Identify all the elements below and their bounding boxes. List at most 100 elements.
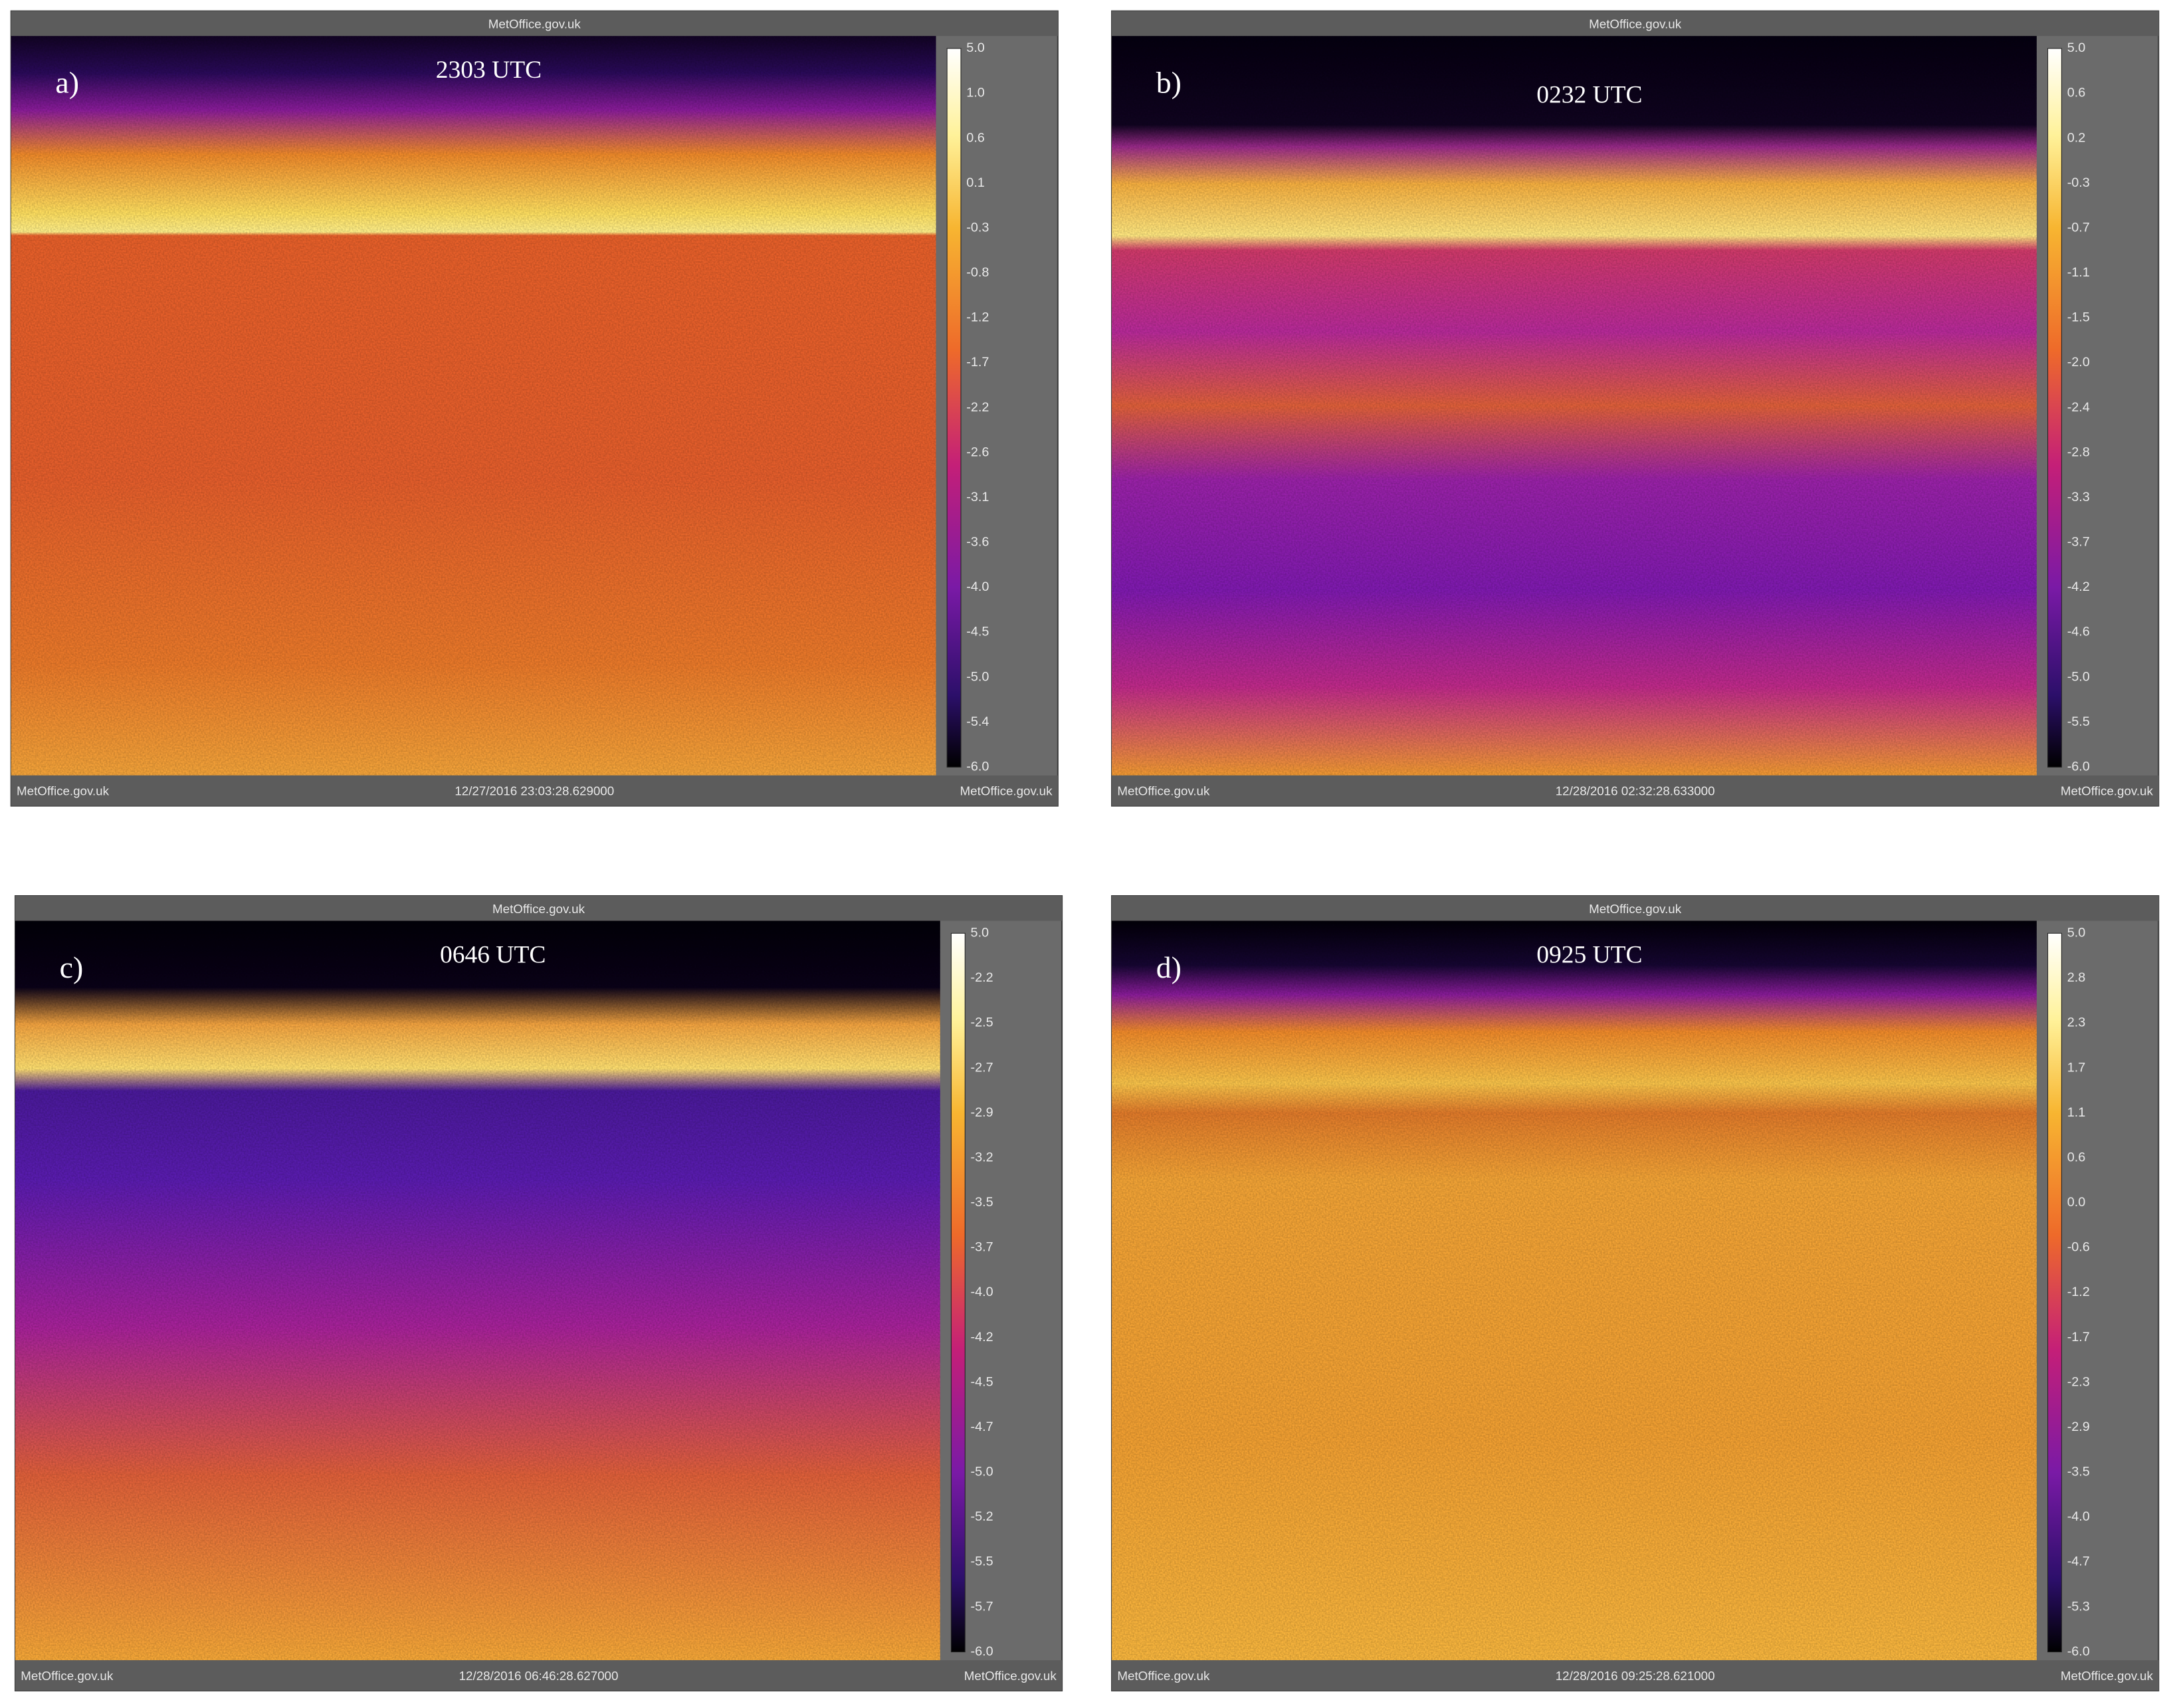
header-bar [15,896,1063,921]
colorbar-tick-label: -1.5 [2067,310,2090,325]
colorbar-tick-label: -3.7 [971,1240,993,1255]
colorbar-tick-label: -2.6 [966,445,989,459]
colorbar-tick-label: -2.9 [971,1105,993,1120]
colorbar [2047,932,2062,1653]
colorbar-tick-label: 0.6 [2067,86,2086,100]
colorbar-tick-label: -4.5 [966,625,989,639]
time-label: 2303 UTC [436,56,542,84]
colorbar-tick-label: -3.3 [2067,490,2090,504]
colorbar-tick-label: -1.2 [2067,1285,2090,1299]
colorbar-tick-label: -1.2 [966,310,989,325]
colorbar-tick-label: -4.5 [971,1374,993,1389]
colorbar-tick-label: -2.5 [971,1015,993,1030]
colorbar-tick-label: -3.6 [966,535,989,550]
time-label: 0232 UTC [1536,81,1642,108]
colorbar-tick-label: -5.0 [966,669,989,684]
thermal-panel: MetOffice.gov.uk d) 0925 UTC 5.0 2.8 2.3 1.7 1.… [1111,895,2160,1691]
colorbar-tick-label: -1.7 [2067,1330,2090,1344]
colorbar-tick-label: -5.0 [971,1465,993,1479]
footer-right: MetOffice.gov.uk [964,1669,1057,1683]
colorbar-tick-label: 0.6 [2067,1150,2086,1164]
time-label: 0925 UTC [1536,941,1642,968]
header-text: MetOffice.gov.uk [488,17,581,31]
colorbar-tick-label: -6.0 [2067,759,2090,774]
colorbar-tick-label: -5.5 [2067,714,2090,729]
header-bar [1112,11,2159,37]
footer-bar [15,1660,1063,1691]
colorbar-tick-label: -3.5 [971,1195,993,1210]
colorbar-tick-label: 1.0 [966,86,984,100]
colorbar-tick-label: -1.7 [966,355,989,370]
colorbar-tick-label: 1.1 [2067,1105,2086,1120]
colorbar-tick-label: -0.7 [2067,220,2090,235]
colorbar-tick-label: 0.2 [2067,130,2086,145]
footer-right: MetOffice.gov.uk [2061,1669,2154,1683]
image-noise [1112,36,2037,776]
colorbar-tick-label: -5.5 [971,1554,993,1569]
colorbar-tick-label: -4.6 [2067,625,2090,639]
header-text: MetOffice.gov.uk [492,902,585,916]
colorbar-tick-label: -2.3 [2067,1374,2090,1389]
panel-label: c) [60,950,84,984]
colorbar-tick-label: -5.2 [971,1509,993,1524]
colorbar-tick-label: -4.0 [971,1285,993,1299]
colorbar-tick-label: -3.7 [2067,535,2090,550]
colorbar [950,932,966,1653]
colorbar-tick-label: -2.9 [2067,1420,2090,1434]
colorbar-tick-label: -1.1 [2067,265,2090,280]
image-noise [15,920,940,1661]
colorbar-tick-label: 2.8 [2067,970,2086,985]
colorbar-tick-label: -4.7 [2067,1554,2090,1569]
panel-label: a) [55,66,79,100]
colorbar-tick-label: -5.7 [971,1599,993,1614]
image-noise [1112,920,2037,1661]
colorbar-tick-label: -6.0 [971,1644,993,1659]
panel-label: b) [1156,66,1182,100]
colorbar-tick-label: -0.3 [966,220,989,235]
colorbar-tick-label: -4.2 [971,1330,993,1344]
thermal-panel: MetOffice.gov.uk a) 2303 UTC 5.0 1.0 0.6 0.1 -0… [10,10,1059,807]
colorbar-tick-label: -4.0 [2067,1509,2090,1524]
colorbar-tick-label: 0.1 [966,175,984,190]
footer-left: MetOffice.gov.uk [1117,784,1210,798]
header-text: MetOffice.gov.uk [1589,902,1682,916]
footer-bar [1112,1660,2159,1691]
header-text: MetOffice.gov.uk [1589,17,1682,31]
footer-bar [11,775,1058,806]
colorbar-tick-label: -3.5 [2067,1465,2090,1479]
header-bar [1112,896,2159,921]
colorbar-tick-label: -2.8 [2067,445,2090,459]
colorbar-tick-label: -3.1 [966,490,989,504]
colorbar [2047,48,2062,768]
colorbar-tick-label: -2.7 [971,1060,993,1075]
timestamp: 12/28/2016 09:25:28.621000 [1556,1669,1715,1683]
colorbar-tick-label: 0.0 [2067,1195,2086,1210]
colorbar-tick-label: -3.2 [971,1150,993,1164]
colorbar-tick-label: -4.7 [971,1420,993,1434]
time-label: 0646 UTC [440,941,546,968]
colorbar-tick-label: 0.6 [966,130,984,145]
colorbar-tick-label: -6.0 [2067,1644,2090,1659]
footer-bar [1112,775,2159,806]
footer-left: MetOffice.gov.uk [1117,1669,1210,1683]
footer-right: MetOffice.gov.uk [2061,784,2154,798]
colorbar-tick-label: -2.2 [971,970,993,985]
colorbar-tick-label: -5.4 [966,714,989,729]
colorbar-tick-label: 5.0 [971,926,989,940]
colorbar-tick-label: 2.3 [2067,1015,2086,1030]
thermal-panel: MetOffice.gov.uk c) 0646 UTC 5.0 -2.2 -2.5 -2.… [14,895,1063,1691]
colorbar-tick-label: -5.0 [2067,669,2090,684]
colorbar-tick-label: -0.8 [966,265,989,280]
timestamp: 12/28/2016 06:46:28.627000 [459,1669,619,1683]
colorbar-tick-label: 5.0 [2067,41,2086,55]
colorbar-tick-label: 5.0 [2067,926,2086,940]
header-bar [11,11,1058,37]
footer-left: MetOffice.gov.uk [17,784,110,798]
panel-label: d) [1156,950,1182,984]
colorbar-tick-label: 1.7 [2067,1060,2086,1075]
colorbar [946,48,962,768]
colorbar-tick-label: -4.0 [966,580,989,594]
thermal-panel: MetOffice.gov.uk b) 0232 UTC 5.0 0.6 0.2 -0.3 -… [1111,10,2160,807]
